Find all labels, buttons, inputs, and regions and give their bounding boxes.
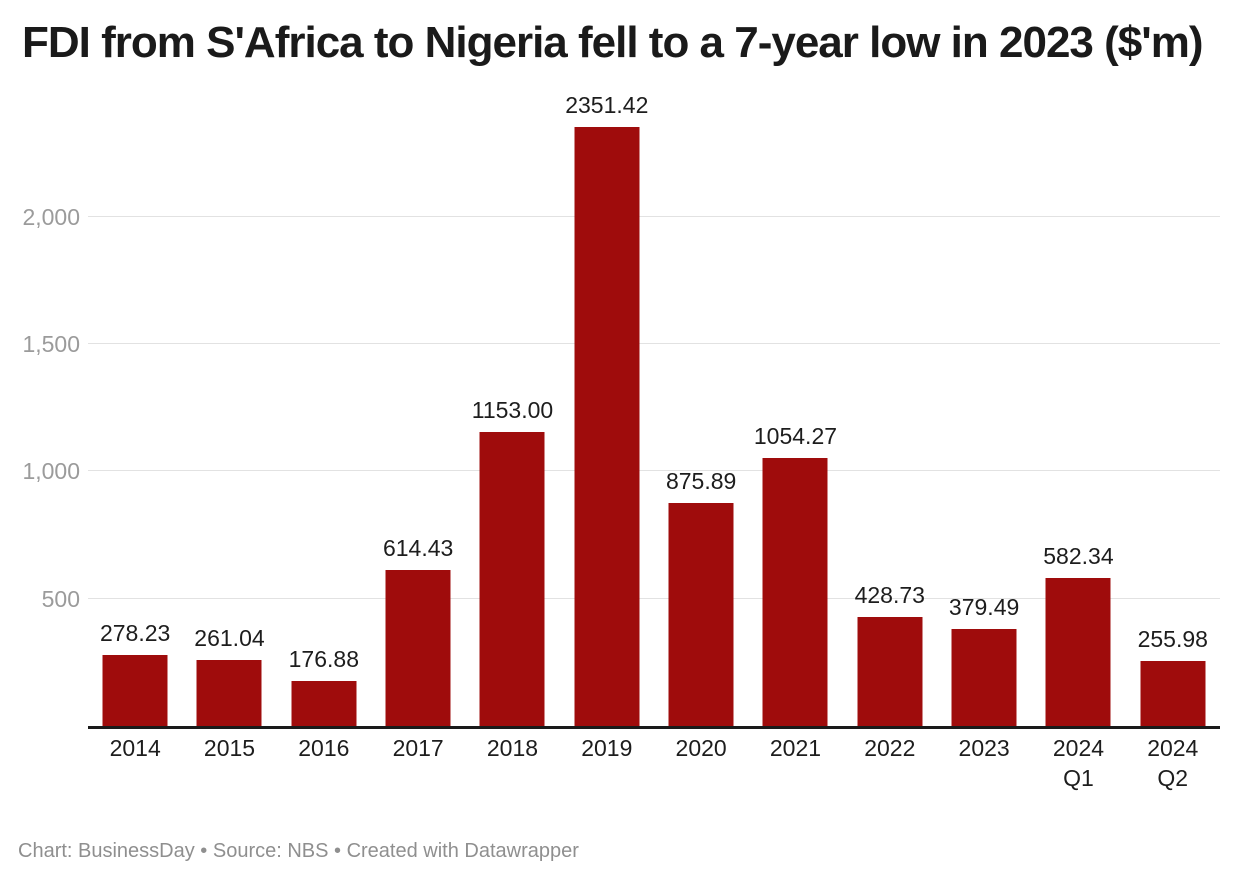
bars-row: 278.23 261.04 176.88 614.43 1153.00 2351.42 87… [88, 92, 1220, 726]
bar-value-label: 278.23 [99, 620, 171, 647]
bar [291, 680, 357, 726]
gridline [88, 597, 1220, 599]
x-axis-label: 2018 [486, 735, 539, 761]
bar [574, 127, 640, 726]
plot-area: 278.23 261.04 176.88 614.43 1153.00 2351.42 87… [88, 92, 1220, 729]
bar-value-label: 428.73 [854, 581, 925, 608]
bar-value-label: 875.89 [665, 468, 737, 494]
gridline [88, 343, 1220, 345]
x-axis-label: 2024 Q1 [1052, 735, 1105, 791]
bar-slot: 255.98 [1126, 100, 1220, 726]
bar [196, 659, 262, 726]
y-axis-tick-label: 500 [41, 585, 80, 612]
x-axis-label: 2022 [864, 735, 916, 761]
bar-slot: 278.23 [88, 100, 182, 726]
bar-slot: 614.43 [371, 100, 465, 726]
y-axis-tick-label: 2,000 [22, 203, 80, 230]
x-axis-label: 2024 Q2 [1147, 735, 1199, 791]
gridline [88, 470, 1220, 472]
x-axis-label: 2023 [958, 735, 1010, 761]
y-axis-tick-label: 1,500 [22, 331, 80, 358]
bar [1045, 577, 1111, 726]
bar-slot: 2351.42 [560, 92, 654, 726]
bar [951, 629, 1017, 726]
x-axis-label: 2020 [675, 735, 727, 761]
x-axis-label: 2014 [109, 735, 161, 761]
bar-value-label: 1153.00 [471, 397, 554, 424]
y-axis-tick-label: 1,000 [22, 458, 80, 485]
bar-value-label: 1054.27 [753, 422, 838, 449]
bar-value-label: 176.88 [288, 645, 359, 672]
chart-footer-credit: Chart: BusinessDay • Source: NBS • Creat… [18, 840, 579, 862]
x-axis: 2014 2015 2016 2017 2018 2019 2020 2021 2022 2023… [88, 733, 1220, 793]
bar-slot: 875.89 [654, 100, 748, 726]
bar-slot: 379.49 [937, 100, 1031, 726]
bar-value-label: 379.49 [948, 594, 1020, 621]
x-axis-label: 2015 [203, 735, 256, 761]
bar [479, 432, 545, 726]
x-axis-label: 2016 [298, 735, 350, 761]
x-axis-label: 2021 [769, 735, 822, 761]
bar-slot: 1054.27 [748, 100, 842, 726]
bar-slot: 582.34 [1031, 100, 1125, 726]
chart-title: FDI from S'Africa to Nigeria fell to a 7… [22, 18, 1203, 67]
bar [102, 655, 168, 726]
bar [857, 616, 923, 726]
bar-value-label: 614.43 [382, 534, 454, 561]
bar-slot: 176.88 [277, 100, 371, 726]
bar-value-label: 255.98 [1137, 625, 1208, 652]
x-axis-label: 2019 [581, 735, 633, 761]
bar-value-label: 2351.42 [565, 92, 649, 119]
x-axis-label: 2017 [392, 735, 444, 761]
bar-slot: 1153.00 [465, 100, 559, 726]
bar [762, 457, 828, 726]
bar [385, 569, 451, 726]
bar [668, 503, 734, 726]
bar-value-label: 261.04 [194, 624, 265, 651]
bar [1140, 660, 1206, 726]
gridline [88, 215, 1220, 217]
bar-slot: 261.04 [182, 100, 276, 726]
bar-value-label: 582.34 [1043, 542, 1114, 569]
bar-slot: 428.73 [843, 100, 937, 726]
